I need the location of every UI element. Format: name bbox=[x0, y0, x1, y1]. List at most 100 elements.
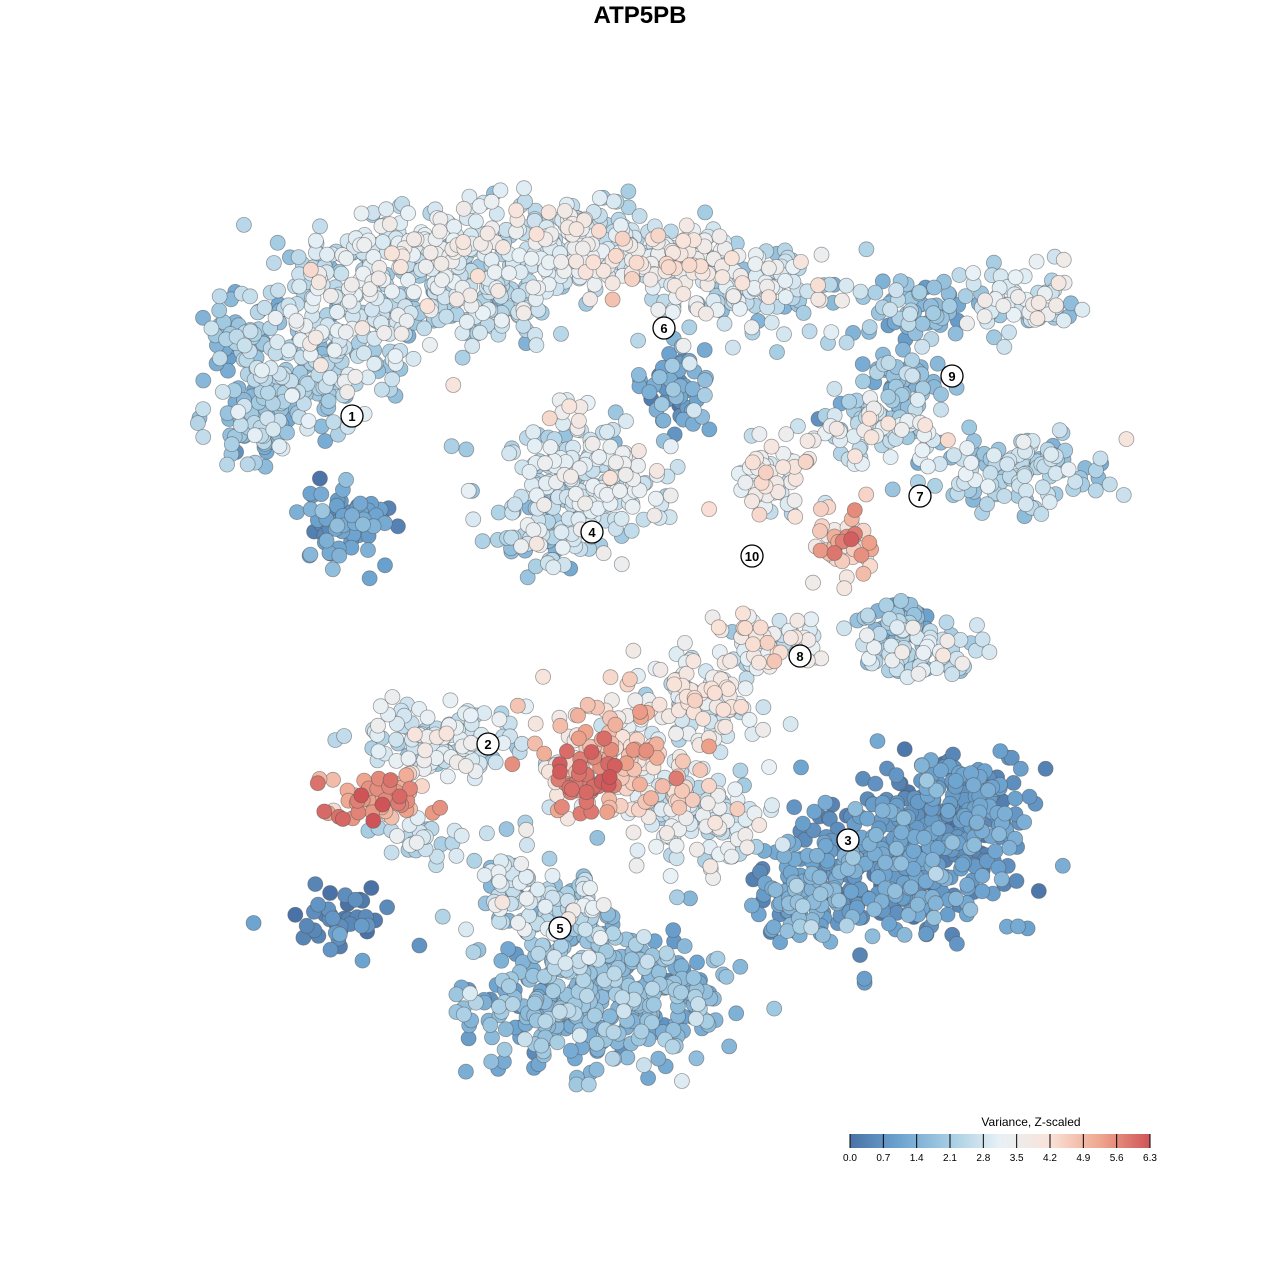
cell-point bbox=[629, 842, 646, 859]
cell-point bbox=[467, 213, 484, 230]
cell-point bbox=[482, 1017, 499, 1033]
cell-point bbox=[803, 611, 819, 628]
cell-point bbox=[737, 620, 754, 636]
cell-point bbox=[763, 314, 780, 331]
cell-point bbox=[384, 283, 400, 300]
cell-point bbox=[895, 810, 912, 827]
cell-point bbox=[536, 496, 553, 513]
cell-point bbox=[322, 369, 339, 386]
cell-point bbox=[554, 539, 571, 556]
cell-point bbox=[854, 356, 871, 373]
cell-point bbox=[490, 282, 507, 299]
cell-point bbox=[446, 218, 463, 235]
cell-point bbox=[284, 387, 300, 404]
cell-point bbox=[434, 908, 451, 925]
cell-point bbox=[537, 898, 554, 915]
cell-point bbox=[675, 337, 692, 354]
cell-point bbox=[324, 910, 341, 927]
cell-point bbox=[734, 275, 751, 292]
cell-point bbox=[1051, 422, 1068, 439]
cell-point bbox=[986, 447, 1002, 464]
cell-point bbox=[861, 410, 878, 427]
cell-point bbox=[363, 880, 380, 896]
cell-point bbox=[632, 704, 648, 720]
cell-point bbox=[530, 945, 547, 962]
cell-point bbox=[765, 919, 782, 936]
colorbar-tick-label: 6.3 bbox=[1143, 1153, 1157, 1164]
cell-point bbox=[287, 906, 304, 923]
cell-point bbox=[630, 443, 647, 459]
cell-point bbox=[855, 373, 871, 390]
cell-point bbox=[720, 681, 737, 697]
cell-point bbox=[676, 938, 693, 954]
cell-point bbox=[517, 1031, 533, 1048]
cell-point bbox=[751, 426, 768, 443]
cell-point bbox=[553, 325, 569, 342]
cell-point bbox=[794, 898, 811, 915]
cell-point bbox=[329, 304, 346, 320]
cell-point bbox=[874, 802, 891, 819]
cluster-label-text: 5 bbox=[556, 921, 563, 936]
cell-point bbox=[542, 439, 559, 456]
cell-point bbox=[280, 342, 297, 359]
cell-point bbox=[889, 619, 906, 636]
cell-point bbox=[965, 777, 982, 794]
cell-point bbox=[519, 837, 535, 853]
cell-point bbox=[1001, 324, 1017, 341]
cell-point bbox=[195, 429, 212, 445]
cell-point bbox=[843, 883, 860, 900]
colorbar-gradient bbox=[850, 1134, 1150, 1148]
cell-point bbox=[391, 788, 408, 805]
colorbar-tick-label: 2.1 bbox=[943, 1153, 957, 1164]
cell-point bbox=[491, 711, 508, 728]
cell-point bbox=[314, 503, 331, 519]
cell-point bbox=[631, 208, 648, 224]
cell-point bbox=[933, 401, 949, 418]
cell-point bbox=[782, 716, 799, 732]
cell-point bbox=[980, 782, 997, 799]
cell-point bbox=[880, 415, 897, 432]
cell-point bbox=[582, 291, 598, 308]
cell-point bbox=[599, 804, 616, 820]
cell-point bbox=[721, 1038, 738, 1055]
cell-point bbox=[639, 953, 656, 970]
cell-point bbox=[442, 692, 459, 709]
cell-point bbox=[583, 744, 600, 760]
cell-point bbox=[793, 253, 809, 270]
cell-point bbox=[324, 561, 341, 578]
cell-point bbox=[826, 545, 843, 561]
cell-point bbox=[417, 258, 434, 275]
cell-point bbox=[528, 337, 545, 354]
cell-point bbox=[519, 569, 536, 586]
cell-point bbox=[586, 276, 603, 293]
cell-point bbox=[855, 565, 872, 582]
cell-point bbox=[878, 597, 895, 614]
cell-point bbox=[737, 474, 754, 491]
cell-point bbox=[341, 293, 358, 310]
cell-point bbox=[353, 917, 370, 934]
cell-point bbox=[928, 782, 945, 799]
cell-point bbox=[355, 516, 371, 533]
cell-point bbox=[939, 633, 956, 649]
cell-point bbox=[888, 282, 905, 299]
cell-point bbox=[347, 368, 364, 385]
cluster-label-text: 1 bbox=[348, 409, 355, 424]
cell-point bbox=[826, 380, 843, 397]
cell-point bbox=[1043, 446, 1060, 463]
cell-point bbox=[678, 217, 695, 234]
cell-point bbox=[986, 329, 1002, 346]
cell-point bbox=[585, 254, 602, 271]
cell-point bbox=[664, 357, 681, 374]
cell-point bbox=[581, 949, 597, 966]
cell-point bbox=[236, 337, 253, 354]
cell-point bbox=[628, 254, 645, 271]
cell-point bbox=[665, 922, 682, 938]
cell-point bbox=[490, 504, 507, 521]
cell-point bbox=[976, 308, 993, 325]
cell-point bbox=[874, 273, 891, 290]
cell-point bbox=[406, 231, 422, 248]
cell-point bbox=[526, 995, 543, 1012]
cell-point bbox=[533, 1037, 550, 1054]
cell-point bbox=[604, 275, 621, 292]
cell-point bbox=[969, 814, 985, 831]
